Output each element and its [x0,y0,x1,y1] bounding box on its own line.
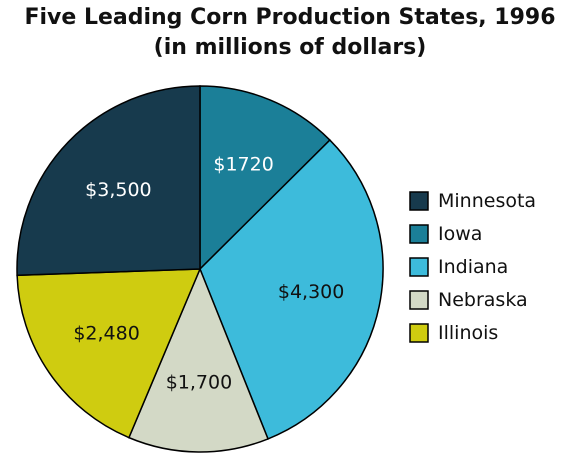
pie-slice-nebraska [127,267,269,453]
pie-slice-minnesota [16,85,201,277]
pie-slice-indiana [199,138,384,440]
legend-label-indiana: Indiana [438,256,508,278]
legend-label-nebraska: Nebraska [438,289,528,311]
legend-swatch-illinois [409,323,429,343]
slice-label-iowa: $1720 [213,153,273,175]
pie-labels: $1720 $4,300 $1,700 $2,480 $3,500 [73,153,344,393]
legend-swatch-minnesota [409,191,429,211]
legend-swatch-indiana [409,257,429,277]
legend-label-minnesota: Minnesota [438,190,536,212]
legend-label-illinois: Illinois [438,322,498,344]
pie-slice-illinois [16,268,202,439]
legend: Minnesota Iowa Indiana Nebraska Illinois [409,190,536,344]
pie-slices [16,85,384,453]
pie-slice-iowa [199,85,331,271]
slice-label-indiana: $4,300 [278,281,344,303]
slice-label-illinois: $2,480 [73,322,139,344]
legend-swatch-iowa [409,224,429,244]
slice-label-minnesota: $3,500 [85,179,151,201]
slice-label-nebraska: $1,700 [166,371,232,393]
legend-label-iowa: Iowa [438,223,482,245]
chart-title: Five Leading Corn Production States, 199… [24,5,556,30]
legend-swatch-nebraska [409,290,429,310]
chart-subtitle: (in millions of dollars) [153,35,427,60]
